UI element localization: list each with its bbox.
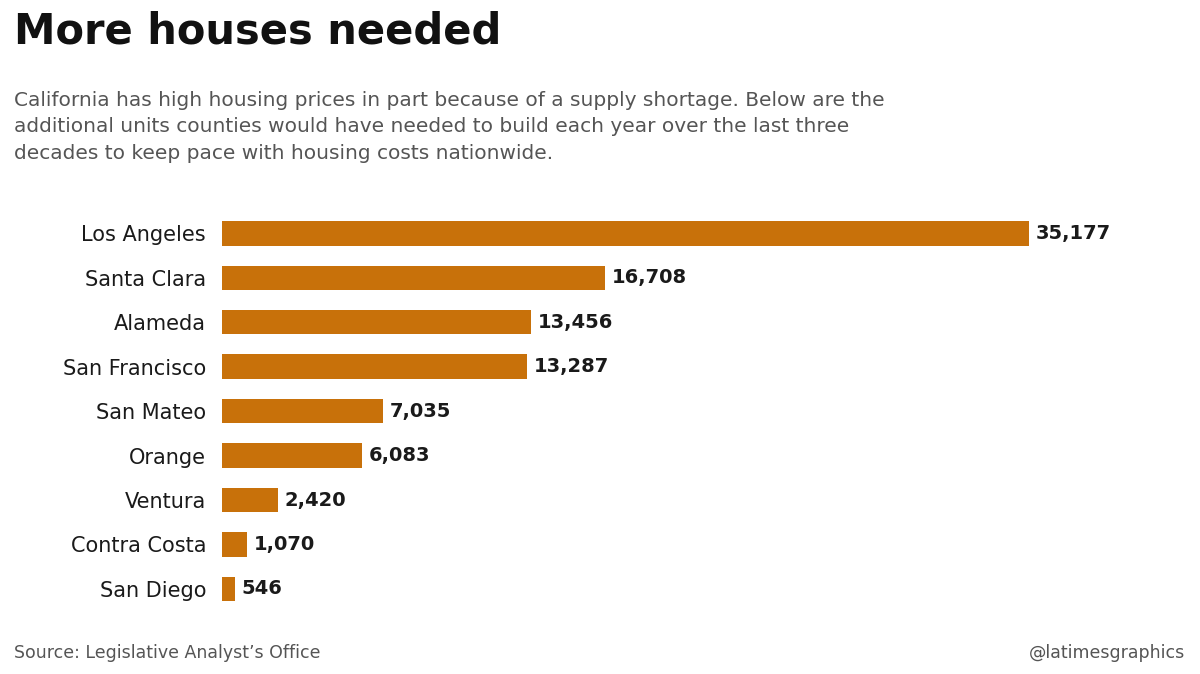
Text: 13,456: 13,456 (538, 313, 613, 332)
Text: California has high housing prices in part because of a supply shortage. Below a: California has high housing prices in pa… (14, 91, 886, 163)
Text: 2,420: 2,420 (284, 491, 346, 510)
Bar (222, 221, 1028, 245)
Text: 7,035: 7,035 (390, 402, 451, 421)
Bar (222, 399, 383, 423)
Text: @latimesgraphics: @latimesgraphics (1030, 644, 1186, 662)
Bar (222, 488, 277, 512)
Text: 35,177: 35,177 (1036, 224, 1111, 243)
Text: 13,287: 13,287 (534, 357, 608, 376)
Bar (222, 532, 246, 557)
Text: 16,708: 16,708 (612, 268, 688, 287)
Bar (222, 310, 530, 334)
Text: 1,070: 1,070 (253, 535, 314, 554)
Text: 546: 546 (241, 580, 282, 599)
Bar (222, 355, 527, 379)
Text: Source: Legislative Analyst’s Office: Source: Legislative Analyst’s Office (14, 644, 320, 662)
Bar (222, 266, 605, 290)
Bar (222, 577, 234, 601)
Bar (222, 443, 361, 468)
Text: 6,083: 6,083 (368, 446, 430, 465)
Text: More houses needed: More houses needed (14, 10, 502, 52)
